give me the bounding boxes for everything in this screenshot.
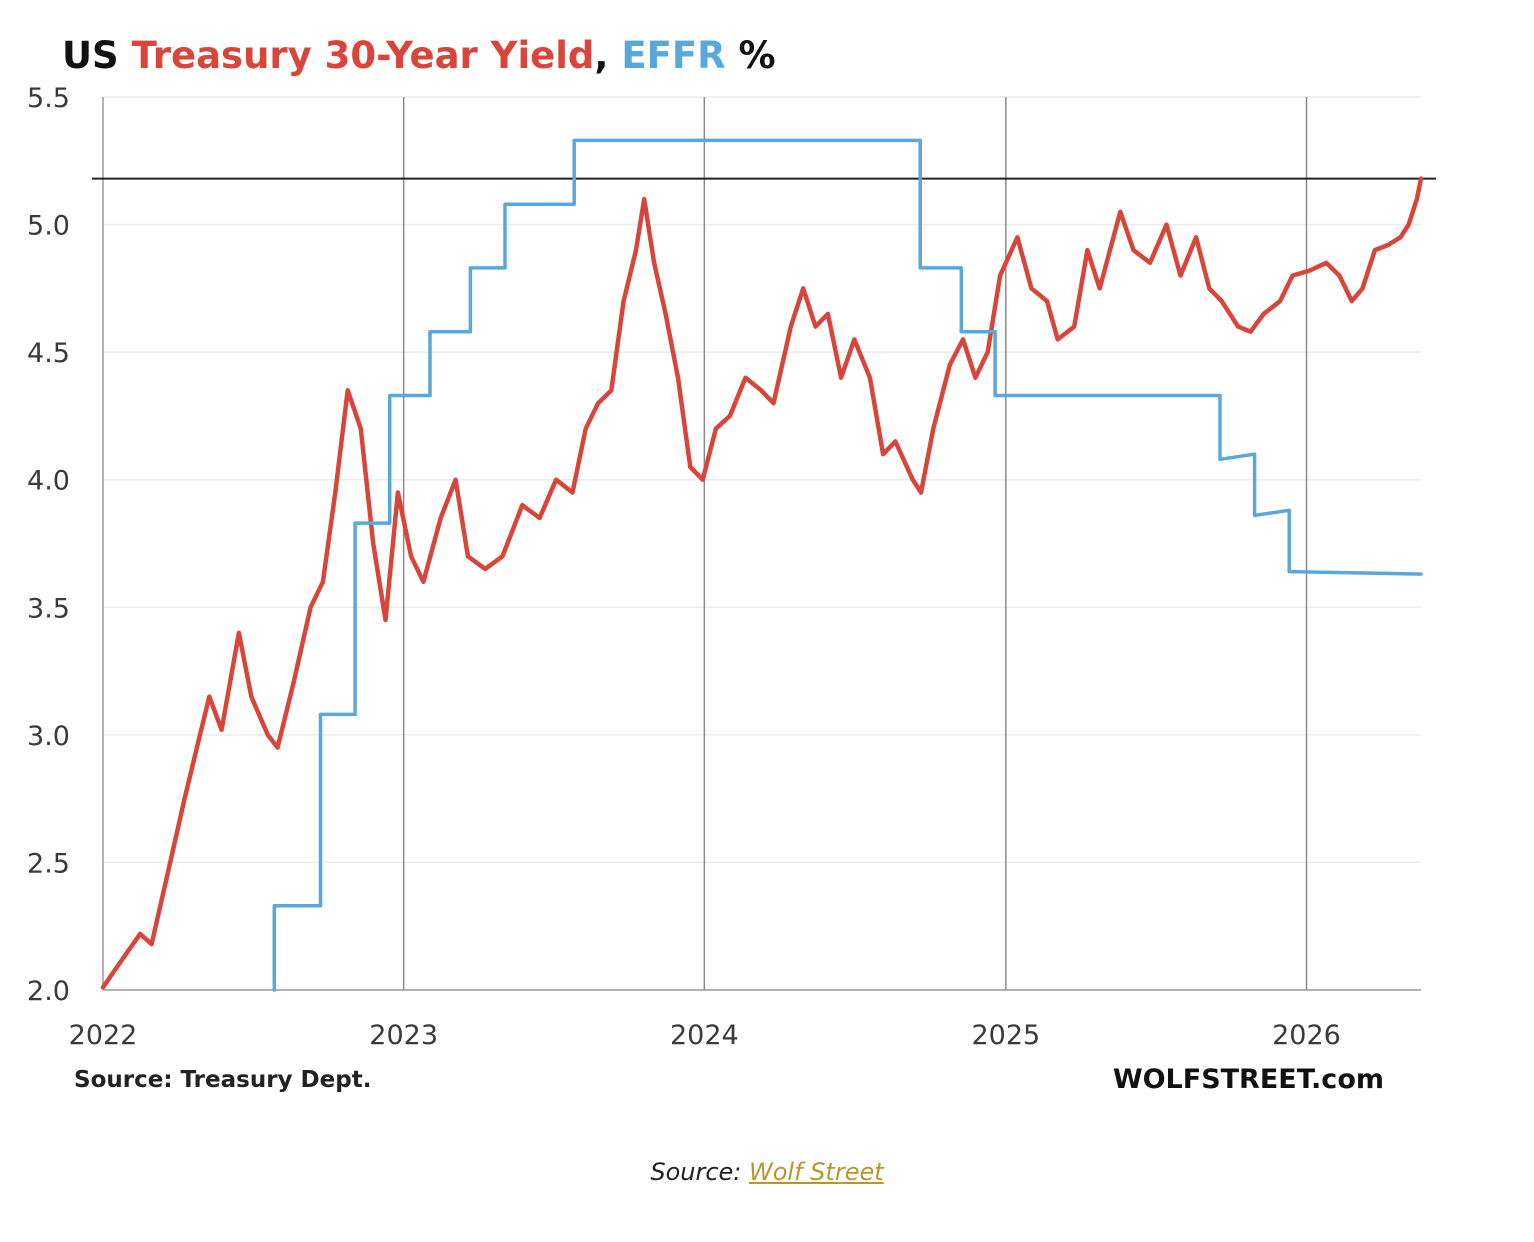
title-part-3: EFFR [621, 34, 725, 77]
source-note: Source: Treasury Dept. [74, 1067, 371, 1093]
horizontal-gridlines [103, 96, 1421, 864]
title-part-1: Treasury 30-Year Yield [132, 34, 595, 77]
y-tick-label: 5.5 [27, 83, 70, 114]
y-tick-label: 3.5 [27, 593, 70, 624]
caption: Source: Wolf Street [0, 1158, 1534, 1186]
brand-label: WOLFSTREET.com [1113, 1064, 1384, 1095]
y-tick-label: 5.0 [27, 211, 70, 242]
series-layer [100, 138, 1424, 992]
source-link[interactable]: Wolf Street [749, 1158, 884, 1186]
y-tick-label: 4.5 [27, 338, 70, 369]
x-tick-label: 2022 [69, 1020, 138, 1051]
x-tick-label: 2023 [369, 1020, 438, 1051]
title-part-2: , [594, 34, 621, 77]
x-tick-label: 2026 [1272, 1020, 1341, 1051]
title-part-0: US [62, 34, 132, 77]
x-tick-label: 2025 [971, 1020, 1040, 1051]
x-tick-label: 2024 [670, 1020, 739, 1051]
vertical-gridlines [402, 97, 1308, 990]
y-tick-label: 4.0 [27, 466, 70, 497]
y-tick-label: 2.5 [27, 848, 70, 879]
y-tick-label: 3.0 [27, 721, 70, 752]
y-tick-label: 2.0 [27, 976, 70, 1007]
chart-title: US Treasury 30-Year Yield, EFFR % [62, 34, 776, 77]
caption-prefix: Source: [650, 1158, 750, 1186]
series-line-treasury-30-year-yield [100, 176, 1424, 990]
y-tick-labels: 5.5 5.0 4.5 4.0 3.5 3.0 2.5 2.0 [27, 83, 70, 1007]
title-part-4: % [726, 34, 776, 77]
series-line-effr [272, 138, 1423, 992]
x-tick-labels: 2022 2023 2024 2025 2026 [69, 1020, 1341, 1051]
chart: US Treasury 30-Year Yield, EFFR % 5.5 5.0… [27, 34, 1436, 1095]
